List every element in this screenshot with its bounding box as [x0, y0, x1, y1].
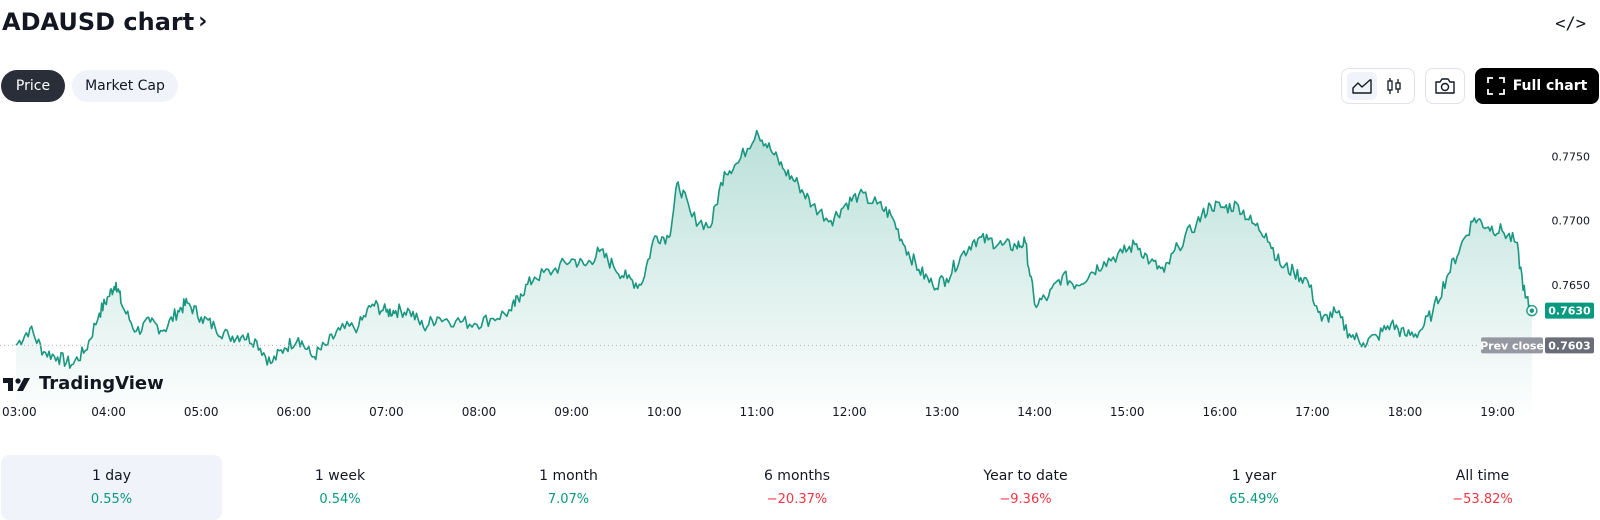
x-tick-label: 18:00: [1388, 405, 1423, 419]
chart-title-link[interactable]: ADAUSD chart ›: [2, 8, 207, 36]
x-tick-label: 09:00: [554, 405, 589, 419]
x-tick-label: 19:00: [1480, 405, 1515, 419]
x-tick-label: 13:00: [925, 405, 960, 419]
prev-close-value-badge: [1545, 337, 1594, 354]
period-change-value: 0.55%: [90, 492, 133, 507]
period-tab[interactable]: Year to date −9.36%: [915, 455, 1136, 520]
current-price-dot: [1529, 308, 1535, 313]
current-price-label: 0.7630: [1548, 305, 1591, 318]
period-label: 1 week: [314, 468, 366, 484]
x-tick-label: 10:00: [647, 405, 682, 419]
period-label: Year to date: [983, 468, 1068, 484]
period-tab[interactable]: 6 months −20.37%: [687, 455, 908, 520]
chart-title: ADAUSD chart: [2, 8, 195, 36]
x-tick-label: 03:00: [2, 405, 37, 419]
y-tick-label: 0.7750: [1552, 150, 1591, 163]
x-tick-label: 07:00: [369, 405, 404, 419]
code-embed-icon[interactable]: </>: [1555, 14, 1586, 34]
fullscreen-icon: [1486, 77, 1505, 95]
price-area-fill: [16, 130, 1532, 412]
candlestick-icon[interactable]: [1379, 72, 1409, 100]
period-change-value: 0.54%: [319, 492, 361, 507]
prev-close-value: 0.7603: [1548, 339, 1590, 352]
x-tick-label: 15:00: [1110, 405, 1145, 419]
current-price-badge: [1545, 302, 1594, 319]
camera-icon[interactable]: [1425, 68, 1465, 104]
period-selector: 1 day 0.55% 1 week 0.54% 1 month 7.07% 6 month…: [0, 455, 1600, 520]
tab-price[interactable]: Price: [1, 70, 65, 102]
prev-close-label: Prev close: [1480, 339, 1544, 352]
x-tick-label: 08:00: [462, 405, 497, 419]
chart-style-toggle: [1341, 68, 1415, 104]
period-label: 6 months: [763, 468, 831, 484]
x-tick-label: 04:00: [91, 405, 126, 419]
x-tick-label: 14:00: [1017, 405, 1052, 419]
period-change-value: 65.49%: [1229, 492, 1279, 507]
tradingview-logo-text: TradingView: [39, 373, 164, 394]
period-label: All time: [1455, 468, 1510, 484]
area-chart-icon[interactable]: [1347, 72, 1377, 100]
y-tick-label: 0.7700: [1552, 215, 1591, 228]
period-label: 1 day: [91, 468, 132, 484]
chevron-right-icon: ›: [198, 9, 208, 34]
full-chart-button[interactable]: Full chart: [1475, 68, 1599, 104]
x-tick-label: 17:00: [1295, 405, 1330, 419]
period-change-value: −53.82%: [1452, 492, 1513, 507]
x-tick-label: 06:00: [277, 405, 312, 419]
prev-close-label-badge: [1481, 337, 1543, 354]
period-tab[interactable]: 1 month 7.07%: [458, 455, 679, 520]
x-tick-label: 16:00: [1203, 405, 1238, 419]
tab-market-cap[interactable]: Market Cap: [72, 70, 178, 102]
period-tab[interactable]: 1 year 65.49%: [1144, 455, 1365, 520]
x-tick-label: 05:00: [184, 405, 219, 419]
period-label: 1 year: [1231, 468, 1277, 484]
price-chart[interactable]: 0.7750 0.7700 0.7650 03:00 04:00 05:00 06:00 07…: [0, 115, 1600, 420]
period-change-value: −20.37%: [766, 492, 828, 507]
period-label: 1 month: [539, 468, 598, 484]
period-tab[interactable]: 1 week 0.54%: [230, 455, 451, 520]
full-chart-label: Full chart: [1512, 78, 1588, 94]
price-line: [15, 129, 1533, 369]
period-tab[interactable]: All time −53.82%: [1372, 455, 1593, 520]
period-change-value: 7.07%: [547, 492, 590, 507]
period-tab[interactable]: 1 day 0.55%: [1, 455, 222, 520]
x-tick-label: 11:00: [740, 405, 775, 419]
period-change-value: −9.36%: [999, 492, 1052, 507]
y-tick-label: 0.7650: [1552, 279, 1591, 292]
x-tick-label: 12:00: [832, 405, 867, 419]
tradingview-logo: TradingView: [3, 373, 164, 394]
